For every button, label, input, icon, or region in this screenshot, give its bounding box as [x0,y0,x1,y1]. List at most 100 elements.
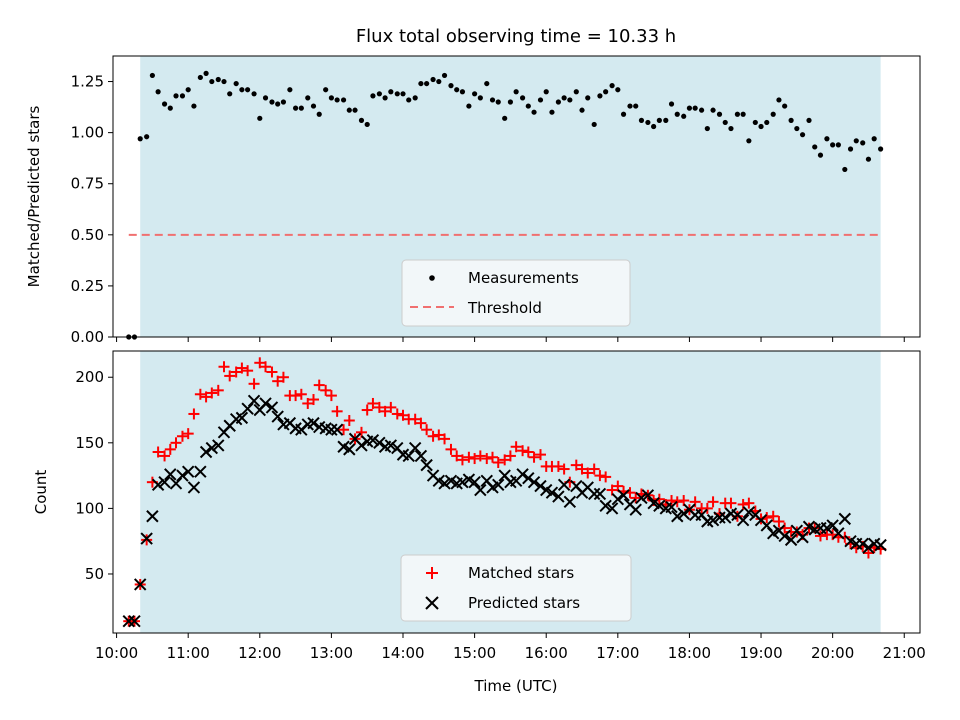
measurement-point [543,89,549,95]
predicted-star-point [796,531,809,544]
predicted-star-point [635,491,648,505]
measurement-point [287,87,293,93]
top-legend-box [401,259,631,327]
measurement-point [871,136,877,142]
measurement-point [305,95,311,101]
predicted-star-point [719,511,732,524]
measurement-point [645,119,651,126]
matched-star-point [862,547,874,559]
predicted-star-point [271,410,284,423]
predicted-star-point [241,402,254,415]
bottom-axes-frame [112,350,921,634]
measurement-point [799,132,806,138]
matched-star-point [606,484,618,496]
matched-star-point [814,530,826,542]
measurement-point [770,111,776,117]
bottom-y-tick-label: 50 [85,565,104,583]
matched-star-point [373,401,385,413]
measurement-point [597,93,603,99]
predicted-star-point [235,411,249,425]
measurement-point [561,95,567,101]
measurement-point [227,91,233,97]
predicted-star-point [706,513,720,527]
predicted-star-point [492,478,505,491]
matched-star-point [254,357,266,369]
matched-star-point [678,495,690,507]
bottom-y-tick-label: 200 [75,368,104,386]
predicted-star-point [527,475,541,489]
predicted-star-point [468,475,481,489]
predicted-star-point [414,449,428,463]
top-x-tickmarks [116,337,905,342]
measurement-point [334,97,340,103]
predicted-star-point [402,449,415,463]
predicted-star-point [671,510,684,523]
predicted-star-point [832,527,845,540]
top-axes-frame [112,55,921,338]
matched-star-point [469,453,481,465]
matched-star-point [320,384,332,396]
predicted-star-point [265,401,279,414]
measurement-point [459,89,466,95]
measurement-point [436,78,442,85]
predicted-star-point [169,477,183,490]
measurement-point [537,97,544,103]
legend-matched-marker [426,567,438,579]
measurement-point [173,93,179,99]
matched-star-point [474,450,486,462]
matched-star-point [164,443,176,455]
matched-star-point [361,404,373,416]
top-chart-title: Flux total observing time = 10.33 h [356,26,676,47]
matched-star-point [236,362,248,374]
predicted-star-point [176,469,189,482]
matched-star-point [188,408,200,420]
matched-star-point [415,417,427,429]
measurement-point [155,89,161,95]
measurement-point [310,103,317,109]
matched-star-point [743,497,755,509]
measurement-point [555,99,561,105]
predicted-star-point [181,465,195,478]
measurement-point [382,95,388,101]
measurement-point [603,89,609,95]
predicted-star-point [605,502,619,515]
measurement-point [752,119,758,126]
predicted-star-point [355,439,368,452]
measurement-point [609,83,615,89]
measurement-point [758,123,764,130]
measurement-point [316,111,322,117]
top-y-tick-label: 0.75 [71,175,104,193]
measurement-point [663,117,669,123]
measurement-point [275,101,281,107]
measurement-point [656,117,662,123]
measurement-point [394,91,400,97]
predicted-star-point [677,507,690,520]
measurement-point [352,107,358,113]
measurement-point [794,125,800,132]
measurement-point [466,103,472,109]
measurement-point [137,136,143,142]
matched-star-point [666,495,678,507]
predicted-star-point [164,468,177,481]
x-tick-label: 20:00 [811,644,854,662]
x-tick-label: 12:00 [238,644,281,662]
predicted-star-point [862,541,875,554]
measurement-point [788,117,794,123]
matched-star-point [481,453,493,465]
x-tick-label: 14:00 [381,644,424,662]
matched-star-point [176,430,188,442]
measurement-point [764,119,770,126]
x-tick-label: 19:00 [739,644,782,662]
measurement-point [699,107,705,113]
measurement-point [215,76,221,83]
matched-star-point [421,424,433,436]
predicted-star-point [760,519,773,532]
matched-star-point [367,397,379,409]
predicted-star-point [563,495,577,509]
predicted-star-point [366,433,380,447]
measurement-point [860,140,866,146]
bottom-x-ticks: 10:00 11:00 12:00 13:00 14:00 15:00 16:00 17:00… [95,633,926,662]
predicted-star-point [641,489,655,502]
x-tick-label: 21:00 [883,644,926,662]
